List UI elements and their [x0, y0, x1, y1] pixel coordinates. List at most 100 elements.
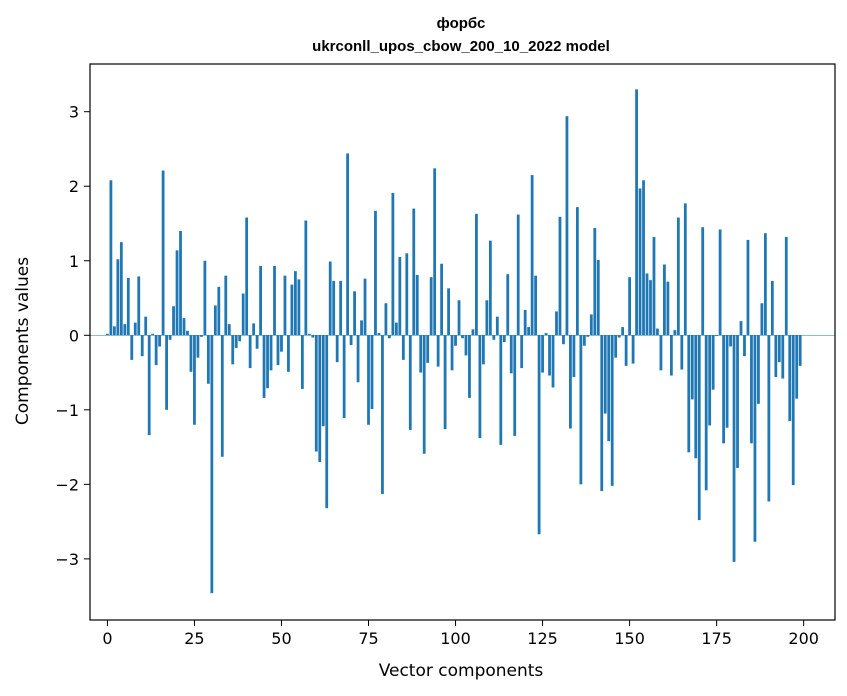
bar [419, 335, 423, 373]
bar [750, 335, 753, 444]
y-tick-label: 0 [69, 326, 79, 345]
bar [123, 324, 127, 336]
x-tick-label: 100 [440, 629, 471, 648]
bar [565, 116, 569, 336]
bar [151, 333, 155, 336]
bar [374, 210, 377, 336]
bar [398, 257, 402, 336]
bar [767, 335, 771, 502]
bar [502, 335, 506, 342]
bar [206, 335, 210, 384]
bar [349, 335, 353, 345]
bar [499, 335, 503, 445]
bar [144, 316, 148, 336]
bar [116, 259, 120, 336]
bar [614, 335, 618, 358]
bar [683, 203, 687, 336]
bar [534, 275, 537, 336]
bar [137, 276, 141, 336]
bar [757, 335, 760, 404]
bar [266, 335, 269, 389]
y-axis-label: Components values [13, 257, 33, 425]
bar [241, 293, 245, 336]
bar [621, 327, 625, 336]
bar [624, 335, 628, 366]
bar [220, 335, 224, 457]
bar [711, 335, 715, 390]
bar [154, 335, 158, 366]
bar [394, 322, 398, 336]
bar [513, 335, 517, 436]
bar [478, 335, 482, 439]
bar [300, 335, 304, 389]
bar [645, 273, 649, 336]
bar [635, 89, 638, 336]
bar [433, 168, 437, 336]
bar [109, 180, 113, 336]
bar [603, 335, 607, 414]
bar [381, 335, 384, 495]
bar [227, 324, 231, 336]
bar [659, 335, 663, 371]
y-tick-label: −2 [55, 475, 79, 494]
bar [652, 236, 656, 336]
bar [321, 335, 325, 427]
bar [408, 335, 412, 430]
bar [586, 335, 590, 337]
bar [269, 335, 273, 371]
bar [722, 335, 725, 444]
bar [217, 286, 221, 336]
bar [575, 207, 579, 336]
bar [252, 323, 256, 336]
bar [704, 335, 708, 491]
bar [791, 335, 795, 486]
bar [147, 335, 151, 436]
chart-subtitle: ukrconll_upos_cbow_200_10_2022 model [312, 38, 610, 55]
bar [401, 335, 405, 360]
bar [363, 278, 367, 336]
bar [311, 335, 315, 338]
bar [165, 335, 168, 410]
bar [527, 327, 531, 336]
chart-title: форбс [437, 15, 486, 32]
bar [718, 229, 722, 336]
bar [112, 326, 116, 336]
bar [405, 253, 409, 336]
bar [168, 335, 172, 340]
x-axis-label: Vector components [379, 661, 544, 681]
bar [429, 277, 433, 336]
bar [596, 260, 600, 336]
bar [450, 335, 454, 371]
bar [342, 335, 346, 419]
bar [697, 335, 701, 521]
bar [784, 236, 788, 336]
bar [457, 300, 461, 336]
bar [273, 265, 276, 336]
bar [492, 335, 496, 340]
bar [231, 335, 235, 365]
plot-area-frame [89, 63, 836, 621]
bar [729, 335, 732, 347]
bar [200, 335, 203, 337]
bar [388, 335, 391, 339]
bar [294, 271, 297, 336]
bar [666, 281, 670, 336]
bar [377, 333, 381, 336]
bar [367, 335, 370, 425]
bar [544, 333, 548, 336]
bar [283, 275, 287, 336]
bar [161, 170, 165, 336]
bar [770, 280, 774, 336]
bar [760, 303, 764, 336]
bar [781, 335, 785, 379]
bar [356, 335, 360, 383]
bar [743, 335, 746, 357]
bar [443, 335, 447, 430]
bar [548, 335, 551, 376]
bar [384, 303, 388, 336]
bar [485, 300, 489, 336]
bar [680, 335, 684, 370]
bar [412, 208, 416, 336]
bar [530, 175, 534, 336]
